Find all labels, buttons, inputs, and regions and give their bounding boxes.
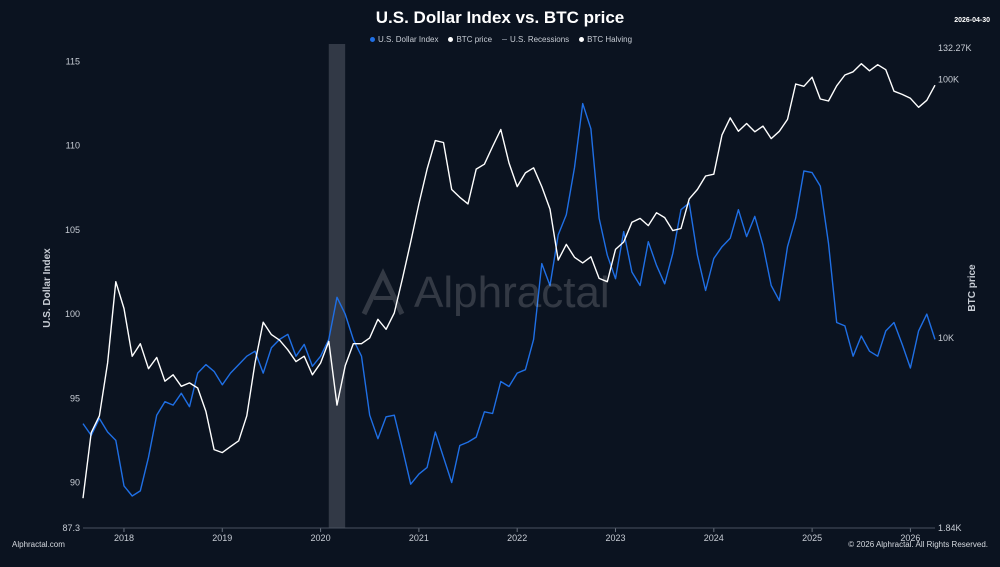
legend-label-recessions: U.S. Recessions [510,35,570,44]
x-tick-label: 2018 [114,533,134,543]
y-right-axis-label: BTC price [967,264,978,312]
y-left-tick-label: 105 [65,225,80,235]
x-tick-label: 2025 [802,533,822,543]
source-credit[interactable]: Alphractal.com [12,540,65,549]
y-left-tick-label: 90 [70,478,80,488]
chart-title: U.S. Dollar Index vs. BTC price [375,8,625,27]
legend-item-halving[interactable]: BTC Halving [579,35,632,44]
y-right-tick-label: 132.27K [938,43,972,53]
legend-item-recessions[interactable]: U.S. Recessions [502,35,569,44]
legend-item-btc-price[interactable]: BTC price [448,35,492,44]
watermark: Alphractal [358,268,610,318]
x-tick-label: 2022 [507,533,527,543]
copyright-notice: © 2026 Alphractal. All Rights Reserved. [848,540,988,549]
legend-label-dollar-index: U.S. Dollar Index [378,35,439,44]
btc-price-dot-icon [448,37,454,42]
recession-line-icon [502,39,508,40]
y-left-tick-label: 87.3 [62,523,80,533]
x-tick-label: 2021 [409,533,429,543]
y-left-tick-label: 115 [66,56,80,66]
x-tick-label: 2019 [212,533,232,543]
dollar-index-dot-icon [370,37,375,42]
legend: U.S. Dollar Index BTC price U.S. Recessi… [370,35,632,44]
x-tick-label: 2023 [605,533,625,543]
x-tick-label: 2020 [311,533,331,543]
x-tick-label: 2026 [900,533,920,543]
y-right-tick-label: 1.84K [938,523,962,533]
halving-dot-icon [579,37,585,42]
watermark-text: Alphractal [414,268,610,317]
x-tick-label: 2024 [704,533,724,543]
y-right-tick-label: 100K [938,74,959,84]
y-right-tick-label: 10K [938,333,954,343]
y-left-tick-label: 110 [66,141,80,151]
y-left-tick-label: 100 [65,309,80,319]
legend-label-btc-price: BTC price [456,35,493,44]
btc-price-line [82,63,936,499]
y-left-tick-label: 95 [70,393,80,403]
recession-band [328,44,346,528]
date-stamp: 2026-04-30 [954,17,990,24]
legend-label-halving: BTC Halving [587,35,633,44]
alphractal-logo-icon [361,268,405,316]
y-left-axis-label: U.S. Dollar Index [42,248,53,328]
dollar-index-line [82,102,936,497]
legend-item-dollar-index[interactable]: U.S. Dollar Index [370,35,438,44]
